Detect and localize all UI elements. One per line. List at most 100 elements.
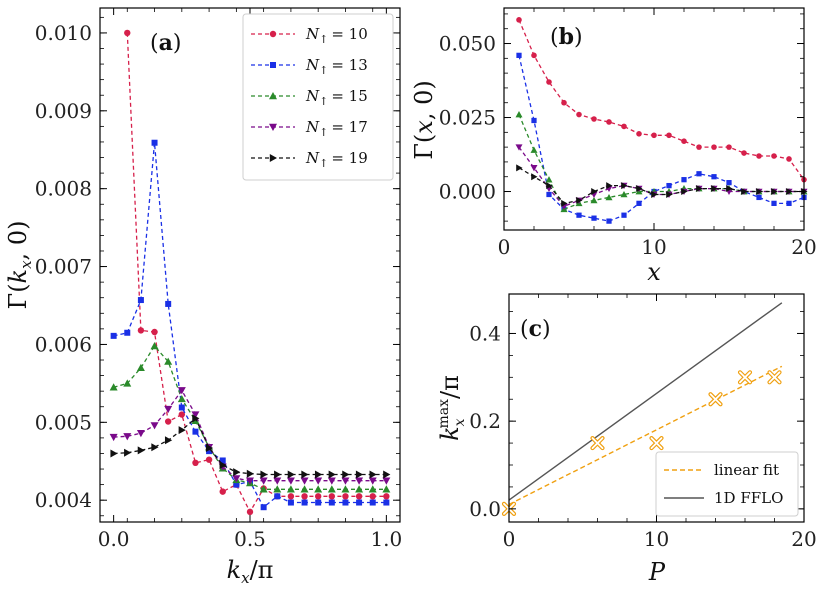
panel-a-frame xyxy=(99,7,401,523)
panel-a-legend-label-17: N↑ = 17 xyxy=(305,118,368,139)
panel-a-series-13-point xyxy=(369,499,376,506)
panel-a-series-15-point xyxy=(164,357,173,365)
panel-b-series-point xyxy=(711,185,718,193)
panel-a-xlabel: kx/π xyxy=(227,556,274,587)
panel-a-series-10-point xyxy=(137,327,145,334)
panel-b-series-point xyxy=(651,132,657,139)
panel-b-series-point xyxy=(756,153,762,159)
panel-a-series-10-point xyxy=(219,488,226,495)
panel-a-series-13-point xyxy=(315,499,322,506)
panel-c-xtick-label: 20 xyxy=(791,527,816,551)
panel-a-series-13-point xyxy=(124,329,131,336)
panel-a-ytick-label: 0.004 xyxy=(35,488,92,512)
panel-b-series-point xyxy=(606,119,612,125)
panel-b-series-point xyxy=(726,144,732,150)
panel-c-point-inner xyxy=(768,371,781,384)
panel-a-legend-label-19: N↑ = 19 xyxy=(305,149,368,170)
panel-b-series-point xyxy=(576,111,582,118)
panel-a-series-17-point xyxy=(109,433,118,442)
panel-b-series-point xyxy=(576,212,582,218)
panel-a-series-17-point xyxy=(232,475,241,483)
panel-a-series-13-point xyxy=(192,428,199,435)
panel-a-series-15-point xyxy=(300,485,309,493)
panel-c-legend: linear fit 1D FFLO xyxy=(655,451,799,517)
panel-a-legend-label-10: N↑ = 10 xyxy=(305,25,368,46)
panel-b-series-point xyxy=(546,191,552,198)
panel-a-series-10-point xyxy=(369,493,376,500)
panel-b-series-point xyxy=(515,111,523,118)
panel-a-series-group xyxy=(109,29,391,516)
panel-b-series-point xyxy=(771,200,777,206)
panel-b-series-point xyxy=(530,146,538,153)
panel-b-series-point xyxy=(546,79,552,85)
panel-c-xtick-label: 10 xyxy=(644,527,669,551)
panel-a-series-19-point xyxy=(110,449,118,458)
panel-a-ticks-group: 0.0 0.5 1.0 0.004 0.005 0.006 0.007 0.008 0.009 0… xyxy=(35,8,402,551)
panel-c-data-point xyxy=(590,435,605,451)
panel-a-series-15-point xyxy=(286,485,295,493)
panel-a-ytick-label: 0.008 xyxy=(35,177,92,201)
panel-b-series-point xyxy=(515,144,523,151)
panel-b-xtick-label: 10 xyxy=(641,235,666,259)
panel-c-label: (c) xyxy=(520,316,551,342)
panel-c-legend-label-1: 1D FFLO xyxy=(714,489,783,507)
panel-a-series-19-point xyxy=(369,470,377,479)
panel-a-series-19-point xyxy=(205,444,214,453)
panel-b-ylabel: Γ(x, 0) xyxy=(410,80,438,159)
panel-b-series-point xyxy=(756,194,762,201)
panel-c-ytick-label: 0.0 xyxy=(469,497,501,521)
panel-b-series-point xyxy=(786,156,792,162)
panel-b-series-point xyxy=(696,171,702,177)
panel-a-series-19-point xyxy=(383,470,391,479)
panel-a-xtick-label: 1.0 xyxy=(370,527,402,551)
panel-c-ylabel: kxmax/π xyxy=(436,375,468,441)
panel-a-legend: N↑ = 10 N↑ = 13 N↑ = 15 N↑ = 17 N↑ = 19 xyxy=(242,13,394,181)
panel-a-series-19-point xyxy=(151,443,159,452)
panel-b-series-point xyxy=(516,52,522,58)
panel-a-ytick-label: 0.005 xyxy=(35,410,92,434)
panel-a: 0.0 0.5 1.0 0.004 0.005 0.006 0.007 0.008 0.009 0… xyxy=(4,7,402,587)
panel-a-series-17-point xyxy=(300,477,309,485)
panel-b-series-point xyxy=(726,185,733,193)
panel-a-legend-marker-19 xyxy=(269,154,277,162)
panel-a-series-15-point xyxy=(150,341,159,350)
panel-a-series-15-point xyxy=(177,394,186,403)
panel-a-series-10-point xyxy=(328,493,336,500)
panel-a-series-10-point xyxy=(178,411,186,418)
panel-a-series-10-point xyxy=(205,456,213,463)
panel-a-series-19-point xyxy=(260,470,268,479)
panel-a-series-13-point xyxy=(328,499,335,506)
panel-a-series-17-point xyxy=(246,477,254,485)
panel-b-series-point xyxy=(681,138,687,144)
panel-b-series-point xyxy=(590,196,598,204)
panel-a-series-10-point xyxy=(383,493,390,500)
panel-b-series-point xyxy=(621,182,628,190)
panel-a-series-15-point xyxy=(327,485,336,493)
panel-b-series-point xyxy=(696,144,702,150)
panel-a-label: (a) xyxy=(150,30,181,56)
panel-a-series-13-line xyxy=(113,142,387,509)
panel-b-series-point xyxy=(756,188,763,196)
panel-c-point-inner xyxy=(591,437,604,449)
panel-a-series-19-point xyxy=(233,468,241,477)
panel-b-series-point xyxy=(516,17,522,23)
panel-a-series-13-point xyxy=(287,499,294,506)
panel-c-data-point xyxy=(737,370,753,385)
panel-b-series-point xyxy=(530,165,538,172)
panel-a-ytick-label: 0.009 xyxy=(35,99,92,123)
panel-b-series-point xyxy=(561,199,568,207)
panel-a-series-19-point xyxy=(164,436,173,445)
panel-c-point-inner xyxy=(650,437,663,449)
panel-a-series-15-point xyxy=(123,379,132,387)
panel-c-legend-label-0: linear fit xyxy=(714,461,779,479)
panel-b-series-point xyxy=(591,116,597,122)
panel-a-series-19-point xyxy=(342,470,350,479)
panel-a-series-19-point xyxy=(355,470,364,479)
panel-b-series-point xyxy=(516,164,523,172)
panel-a-series-13-point xyxy=(274,493,281,500)
panel-b-series-point xyxy=(591,215,597,221)
panel-b-series-point xyxy=(636,131,642,137)
panel-c-fit-line-0 xyxy=(508,365,783,506)
panel-a-legend-entries: N↑ = 10 N↑ = 13 N↑ = 15 N↑ = 17 N↑ = 19 xyxy=(251,25,368,170)
panel-a-series-13-point xyxy=(233,481,240,488)
